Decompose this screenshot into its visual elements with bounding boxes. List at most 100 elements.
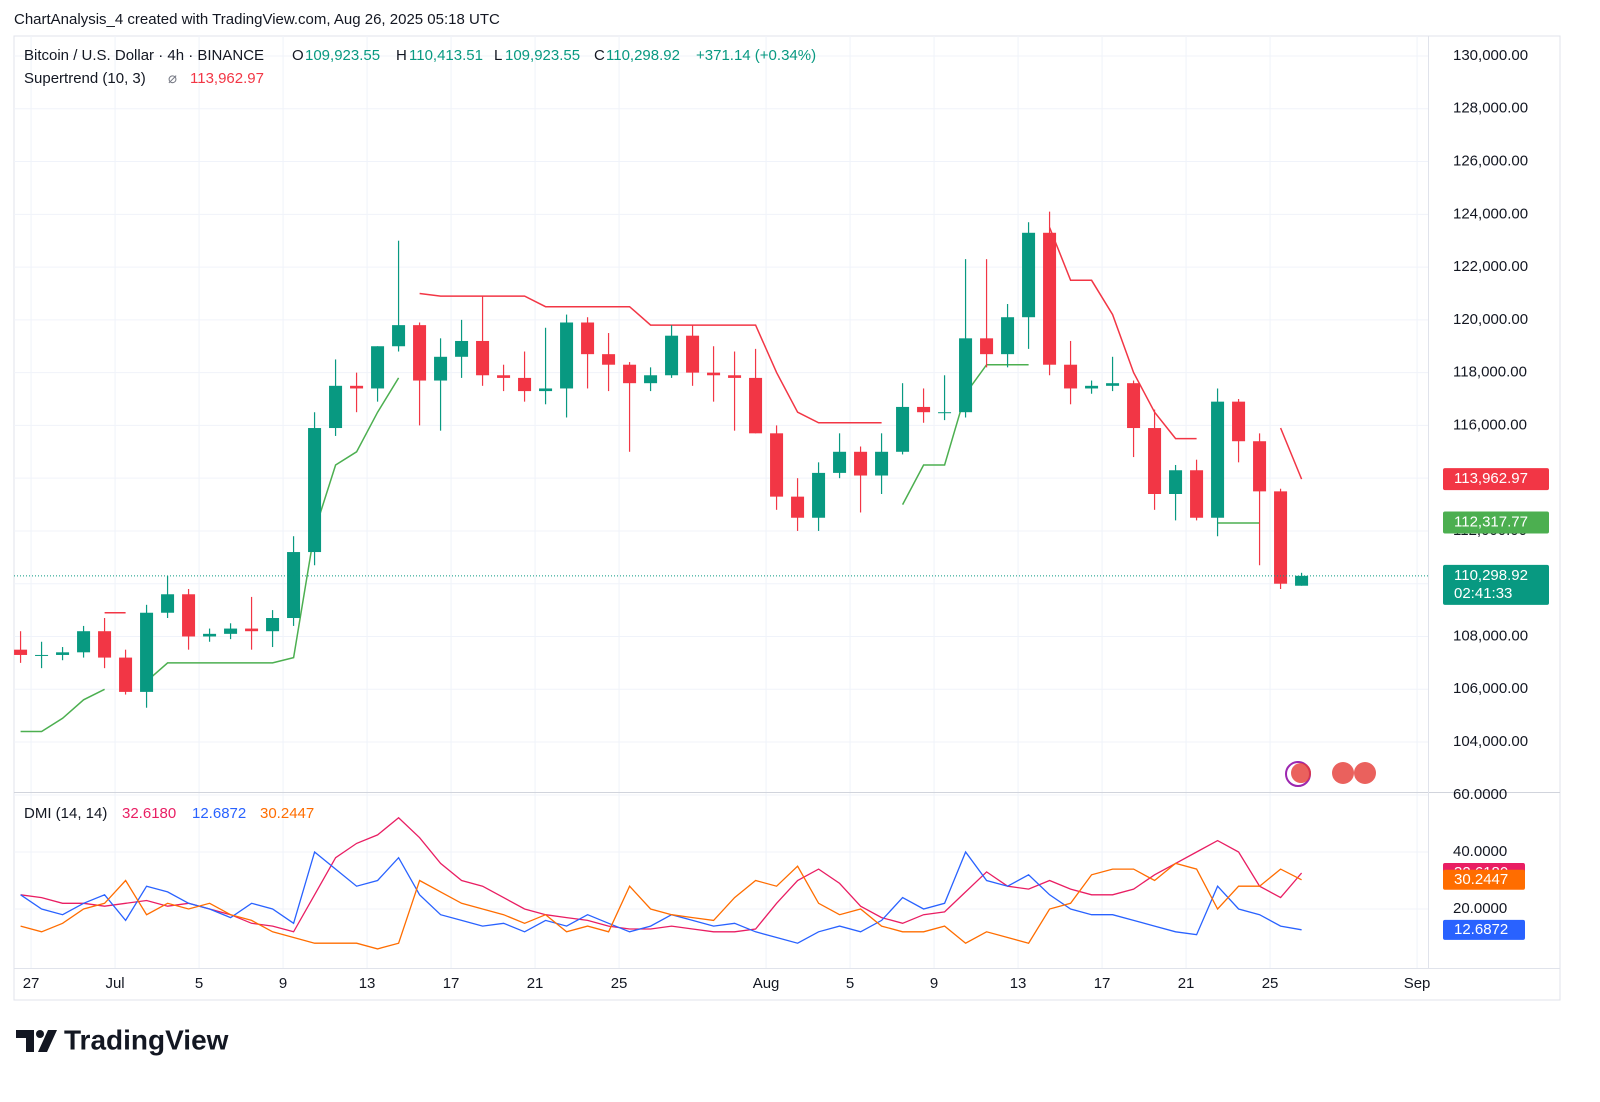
ohlc-value: 110,298.92: [606, 47, 680, 64]
candle-body: [518, 377, 532, 392]
y-tick-label: 130,000.00: [1453, 47, 1528, 64]
y-tick-label: 108,000.00: [1453, 627, 1528, 644]
candle-body: [350, 385, 364, 389]
x-tick-label: 25: [1262, 975, 1279, 992]
credit: ChartAnalysis_4 created with TradingView…: [14, 11, 500, 28]
dmi-label: 30.2447: [1454, 871, 1508, 888]
candle-body: [1127, 383, 1141, 429]
price-label: 113,962.97: [1454, 470, 1528, 487]
candle-body: [707, 372, 721, 376]
price-label-box: [1443, 564, 1549, 605]
supertrend-line: [146, 377, 400, 682]
candle-body: [161, 594, 175, 613]
y-tick-label: 106,000.00: [1453, 680, 1528, 697]
candle-body: [77, 631, 91, 653]
y-tick-label: 124,000.00: [1453, 205, 1528, 222]
candle-body: [14, 649, 28, 655]
candle-body: [917, 406, 931, 413]
candle-body: [539, 388, 553, 392]
candle-body: [455, 340, 469, 357]
frame: [13, 35, 1561, 1001]
candle-body: [959, 338, 973, 413]
candle-body: [1295, 575, 1309, 586]
ohlc-key: O: [292, 47, 304, 64]
candle-body: [560, 322, 574, 389]
price-pane: [14, 211, 1428, 733]
candle-body: [833, 451, 847, 473]
x-tick-label: 25: [611, 975, 628, 992]
brand: TradingView: [16, 1024, 229, 1055]
dmi-line: [20, 862, 1302, 950]
x-tick-label: Aug: [753, 975, 780, 992]
candle-body: [1022, 232, 1036, 318]
x-tick-label: 5: [846, 975, 854, 992]
candle-body: [1169, 470, 1183, 495]
y-tick-label: 60.0000: [1453, 786, 1507, 803]
x-tick-label: 17: [1094, 975, 1111, 992]
dmi-value: 32.6180: [122, 805, 176, 822]
x-tick-label: 27: [23, 975, 40, 992]
x-tick-label: 9: [930, 975, 938, 992]
x-tick-label: 9: [279, 975, 287, 992]
brand-text: TradingView: [64, 1024, 229, 1055]
candle-body: [56, 652, 70, 655]
candle-body: [182, 594, 196, 637]
price-label: 110,298.92: [1454, 567, 1528, 584]
candle-body: [938, 412, 952, 414]
brand-icon: [16, 1030, 57, 1052]
candle-body: [497, 375, 511, 378]
ohlc-value: 109,923.55: [505, 47, 580, 64]
y-tick-label: 128,000.00: [1453, 100, 1528, 117]
candle-body: [1253, 441, 1267, 492]
change: +371.14 (+0.34%): [696, 47, 816, 64]
candle-body: [1001, 317, 1015, 355]
y-tick-label: 116,000.00: [1453, 416, 1527, 433]
indicator-title: Supertrend (10, 3): [24, 70, 146, 87]
event-icon: [1291, 763, 1311, 783]
y-tick-label: 122,000.00: [1453, 258, 1528, 275]
candle-body: [434, 356, 448, 381]
candle-body: [476, 340, 490, 376]
supertrend-line: [419, 292, 882, 424]
x-tick-label: Sep: [1404, 975, 1431, 992]
brand-icon: [36, 1030, 44, 1038]
x-tick-label: Jul: [105, 975, 124, 992]
candle-body: [770, 433, 784, 497]
supertrend-line: [20, 688, 105, 733]
candle-body: [1232, 401, 1246, 442]
candle-body: [371, 346, 385, 389]
candle-body: [1085, 385, 1099, 389]
candle-body: [245, 628, 259, 632]
y-tick-label: 104,000.00: [1453, 733, 1528, 750]
candle-body: [581, 322, 595, 355]
dmi-value: 12.6872: [192, 805, 246, 822]
candle-body: [329, 385, 343, 429]
ohlc-key: L: [494, 47, 502, 64]
candle-body: [140, 612, 154, 692]
candle-body: [1190, 470, 1204, 518]
x-tick-label: 17: [443, 975, 460, 992]
symbol: Bitcoin / U.S. Dollar · 4h · BINANCE: [24, 47, 264, 64]
x-tick-label: 13: [359, 975, 376, 992]
dmi-title: DMI (14, 14): [24, 805, 107, 822]
event-icons: [1285, 761, 1376, 787]
x-tick-label: 13: [1010, 975, 1027, 992]
supertrend-line: [1279, 427, 1303, 480]
supertrend-line: [1048, 227, 1197, 440]
candle-body: [749, 377, 763, 434]
event-icon: [1332, 762, 1354, 784]
candle-body: [413, 325, 427, 381]
candle-body: [287, 552, 301, 619]
candle-body: [602, 354, 616, 365]
candle-body: [896, 406, 910, 452]
candle-body: [665, 335, 679, 376]
candle-body: [35, 654, 49, 656]
event-icon: [1354, 762, 1376, 784]
x-tick-label: 21: [1178, 975, 1195, 992]
x-tick-label: 21: [527, 975, 544, 992]
candle-body: [644, 375, 658, 384]
ohlc-key: H: [396, 47, 407, 64]
price-label-box: [1443, 511, 1549, 534]
indicator-value: 113,962.97: [190, 70, 264, 87]
